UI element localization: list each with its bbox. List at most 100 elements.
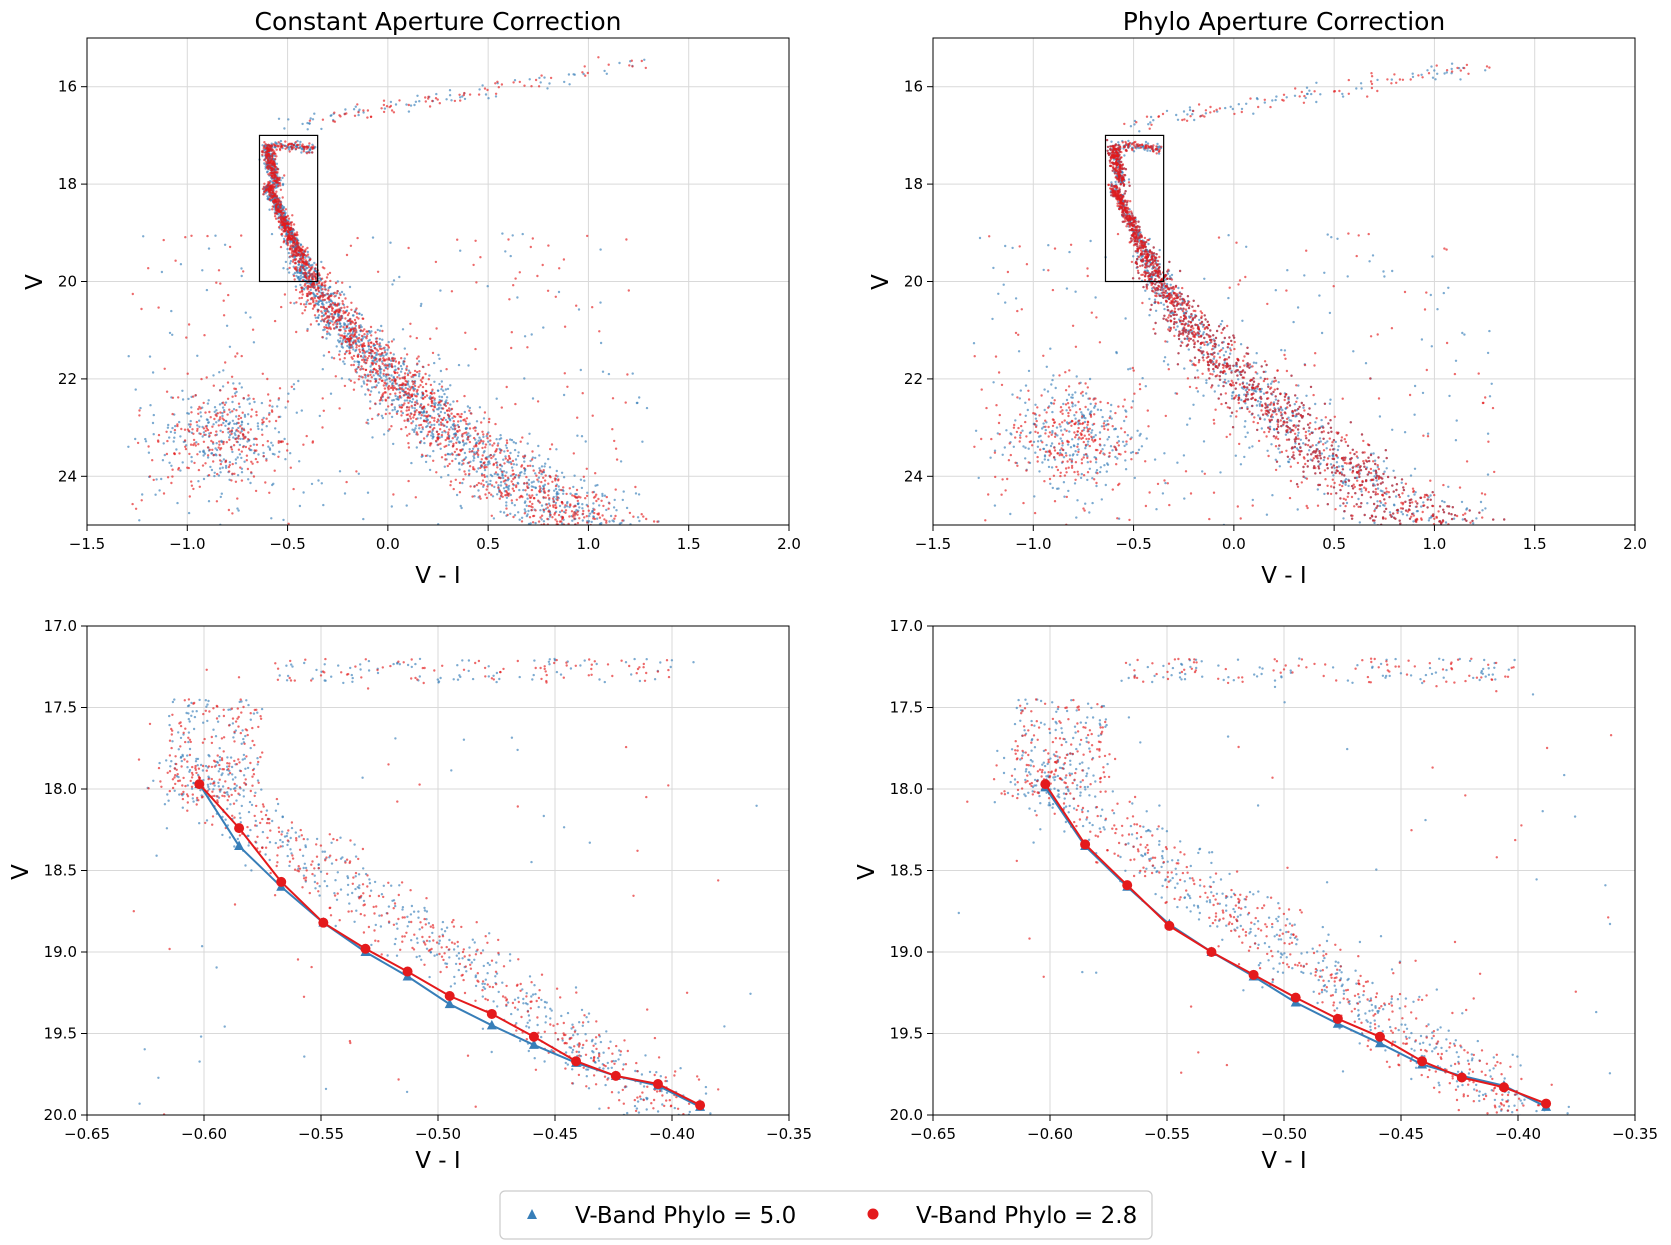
scatter-point (210, 439, 213, 443)
scatter-point (1266, 383, 1270, 386)
scatter-point (332, 357, 336, 360)
scatter-point (321, 368, 324, 371)
scatter-point (415, 417, 418, 421)
scatter-point (1429, 494, 1432, 497)
scatter-point (544, 474, 547, 477)
scatter-point (218, 443, 221, 446)
scatter-point (197, 412, 200, 415)
scatter-point (485, 465, 488, 469)
scatter-point (360, 313, 363, 317)
scatter-point (407, 103, 410, 107)
scatter-point (475, 445, 478, 448)
scatter-point (560, 509, 564, 512)
scatter-point (255, 443, 259, 446)
scatter-point (350, 301, 353, 304)
scatter-point (261, 418, 264, 421)
scatter-point (414, 496, 417, 499)
scatter-point (449, 419, 452, 422)
scatter-point (611, 428, 614, 431)
scatter-point (576, 513, 579, 516)
scatter-point (528, 432, 531, 435)
scatter-point (487, 97, 490, 100)
scatter-point (238, 382, 241, 385)
scatter-point (286, 400, 290, 403)
scatter-point (448, 94, 452, 97)
scatter-point (457, 425, 460, 429)
scatter-point (440, 380, 443, 383)
scatter-point (1385, 467, 1388, 470)
scatter-point (363, 373, 366, 376)
scatter-point (526, 497, 529, 500)
scatter-point (221, 466, 224, 469)
scatter-point (1255, 352, 1258, 355)
scatter-point (151, 421, 155, 425)
scatter-point (518, 518, 521, 521)
scatter-point (304, 282, 307, 286)
scatter-point (377, 391, 381, 394)
scatter-point (275, 155, 278, 158)
scatter-point (427, 378, 430, 381)
scatter-point (452, 487, 455, 491)
scatter-point (486, 285, 489, 288)
scatter-point (459, 99, 462, 102)
scatter-point (232, 382, 235, 385)
scatter-point (359, 355, 363, 358)
scatter-point (262, 451, 265, 455)
scatter-point (271, 200, 275, 203)
scatter-point (352, 108, 356, 111)
scatter-point (574, 496, 578, 499)
scatter-point (193, 442, 196, 445)
scatter-point (279, 200, 282, 203)
scatter-point (360, 385, 363, 388)
scatter-point (428, 455, 432, 458)
scatter-point (440, 388, 443, 391)
scatter-point (536, 400, 540, 403)
scatter-point (432, 408, 435, 411)
scatter-point (1245, 382, 1249, 385)
scatter-point (405, 368, 408, 372)
scatter-point (254, 489, 258, 493)
scatter-point (338, 350, 341, 353)
scatter-point (242, 433, 245, 437)
scatter-point (484, 493, 487, 496)
scatter-point (326, 330, 329, 333)
scatter-point (1198, 330, 1202, 333)
scatter-point (502, 458, 505, 461)
scatter-point (467, 364, 470, 367)
scatter-point (305, 434, 308, 438)
scatter-point (358, 326, 361, 329)
scatter-point (1202, 331, 1206, 334)
scatter-point (337, 310, 340, 314)
scatter-point (433, 416, 436, 420)
scatter-point (528, 500, 532, 503)
scatter-point (583, 516, 586, 519)
scatter-point (618, 522, 622, 525)
scatter-point (406, 413, 410, 416)
scatter-point (308, 148, 312, 151)
scatter-point (424, 96, 427, 99)
scatter-point (305, 147, 308, 150)
scatter-point (319, 305, 323, 309)
scatter-point (470, 412, 473, 415)
scatter-point (398, 391, 402, 394)
scatter-point (277, 415, 280, 419)
scatter-point (495, 397, 498, 400)
scatter-point (340, 306, 343, 310)
scatter-point (527, 504, 531, 508)
scatter-point (348, 332, 351, 335)
scatter-point (389, 104, 393, 108)
scatter-point (577, 308, 581, 311)
scatter-point (580, 486, 584, 490)
scatter-point (347, 346, 351, 349)
scatter-point (298, 245, 301, 248)
scatter-point (384, 391, 387, 394)
scatter-point (525, 475, 528, 479)
scatter-series-phylo-5 (127, 58, 660, 525)
scatter-point (266, 377, 269, 381)
scatter-point (619, 460, 623, 463)
scatter-point (237, 448, 241, 451)
scatter-point (361, 376, 364, 379)
scatter-point (442, 389, 445, 392)
scatter-point (582, 72, 585, 76)
